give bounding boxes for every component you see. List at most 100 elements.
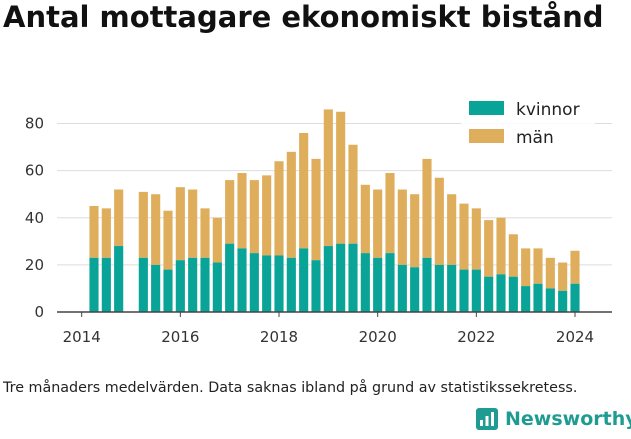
grid-lines xyxy=(57,123,612,266)
bar-man xyxy=(274,161,284,256)
newsworthy-logo-icon xyxy=(476,408,498,430)
bar-kvinnor xyxy=(570,283,580,312)
bar-man xyxy=(323,109,333,247)
bar-kvinnor xyxy=(373,257,383,312)
bar-man xyxy=(163,210,173,270)
bar-kvinnor xyxy=(385,253,395,312)
x-tick-label: 2016 xyxy=(161,328,199,346)
bar-kvinnor xyxy=(545,288,555,312)
bar-kvinnor xyxy=(323,246,333,312)
bar-man xyxy=(286,151,296,258)
bar-man xyxy=(175,187,185,261)
bar-kvinnor xyxy=(200,257,210,312)
bar-man xyxy=(138,191,148,258)
chart-caption: Tre månaders medelvärden. Data saknas ib… xyxy=(3,380,578,396)
bar-man xyxy=(422,158,432,258)
bar-kvinnor xyxy=(274,255,284,312)
bar-kvinnor xyxy=(114,246,124,312)
bar-man xyxy=(545,257,555,289)
bar-kvinnor xyxy=(299,248,309,312)
bar-man xyxy=(434,177,444,265)
bar-man xyxy=(299,132,309,249)
bar-man xyxy=(89,206,99,258)
y-tick-label: 40 xyxy=(25,209,44,227)
bar-man xyxy=(114,189,124,247)
bar-kvinnor xyxy=(212,262,222,312)
x-tick-label: 2024 xyxy=(556,328,594,346)
bar-kvinnor xyxy=(138,257,148,312)
bar-man xyxy=(200,208,210,258)
bar-man xyxy=(373,189,383,258)
bar-man xyxy=(570,250,580,284)
bar-kvinnor xyxy=(336,243,346,312)
legend: kvinnor män xyxy=(461,92,595,156)
legend-swatch-kvinnor xyxy=(469,101,504,115)
bar-kvinnor xyxy=(422,257,432,312)
bar-kvinnor xyxy=(311,260,321,312)
bar-kvinnor xyxy=(237,248,247,312)
brand-name: Newsworthy xyxy=(505,408,631,430)
x-tick-label: 2014 xyxy=(63,328,101,346)
bar-kvinnor xyxy=(262,255,272,312)
y-tick-label: 20 xyxy=(25,256,44,274)
y-tick-label: 0 xyxy=(34,303,44,321)
legend-swatch-man xyxy=(469,129,504,143)
y-tick-label: 80 xyxy=(25,115,44,133)
bar-kvinnor xyxy=(360,253,370,312)
bar-man xyxy=(471,208,481,270)
bar-man xyxy=(385,173,395,254)
bar-man xyxy=(508,234,518,277)
bar-man xyxy=(521,248,531,287)
bar-man xyxy=(360,184,370,254)
chart-title: Antal mottagare ekonomiskt bistånd xyxy=(3,0,604,34)
bar-group xyxy=(89,109,580,312)
bar-kvinnor xyxy=(521,286,531,312)
bar-man xyxy=(151,194,161,265)
bar-kvinnor xyxy=(151,264,161,312)
bar-man xyxy=(188,189,198,258)
bar-man xyxy=(101,208,111,258)
bar-man xyxy=(447,194,457,265)
legend-label-kvinnor: kvinnor xyxy=(516,100,580,120)
bar-man xyxy=(410,194,420,268)
bar-kvinnor xyxy=(434,264,444,312)
bar-kvinnor xyxy=(459,269,469,312)
bar-man xyxy=(336,111,346,244)
bar-man xyxy=(212,217,222,263)
bar-kvinnor xyxy=(348,243,358,312)
axes: 0 20 40 60 80 2014 2016 2018 2020 2022 2024 xyxy=(25,115,612,346)
bar-kvinnor xyxy=(496,274,506,312)
bar-man xyxy=(348,144,358,244)
bar-man xyxy=(237,173,247,249)
bar-kvinnor xyxy=(484,276,494,312)
x-tick-label: 2018 xyxy=(260,328,298,346)
bar-kvinnor xyxy=(558,290,568,312)
bar-kvinnor xyxy=(447,264,457,312)
bar-kvinnor xyxy=(188,257,198,312)
bar-man xyxy=(262,175,272,256)
bar-man xyxy=(533,248,543,284)
bar-man xyxy=(249,180,259,254)
x-tick-label: 2020 xyxy=(359,328,397,346)
bar-kvinnor xyxy=(508,276,518,312)
x-tick-label: 2022 xyxy=(457,328,495,346)
bar-man xyxy=(311,158,321,261)
bar-kvinnor xyxy=(175,260,185,312)
bar-kvinnor xyxy=(286,257,296,312)
legend-label-man: män xyxy=(516,128,554,148)
bar-kvinnor xyxy=(410,267,420,312)
bar-man xyxy=(558,262,568,291)
bar-kvinnor xyxy=(225,243,235,312)
bar-kvinnor xyxy=(101,257,111,312)
bar-man xyxy=(225,180,235,244)
bar-kvinnor xyxy=(163,269,173,312)
bar-man xyxy=(484,220,494,277)
bar-kvinnor xyxy=(397,264,407,312)
y-tick-label: 60 xyxy=(25,162,44,180)
brand-logo[interactable]: Newsworthy xyxy=(476,408,631,430)
bar-kvinnor xyxy=(533,283,543,312)
bar-man xyxy=(459,203,469,270)
bar-kvinnor xyxy=(249,253,259,312)
bar-man xyxy=(496,217,506,275)
